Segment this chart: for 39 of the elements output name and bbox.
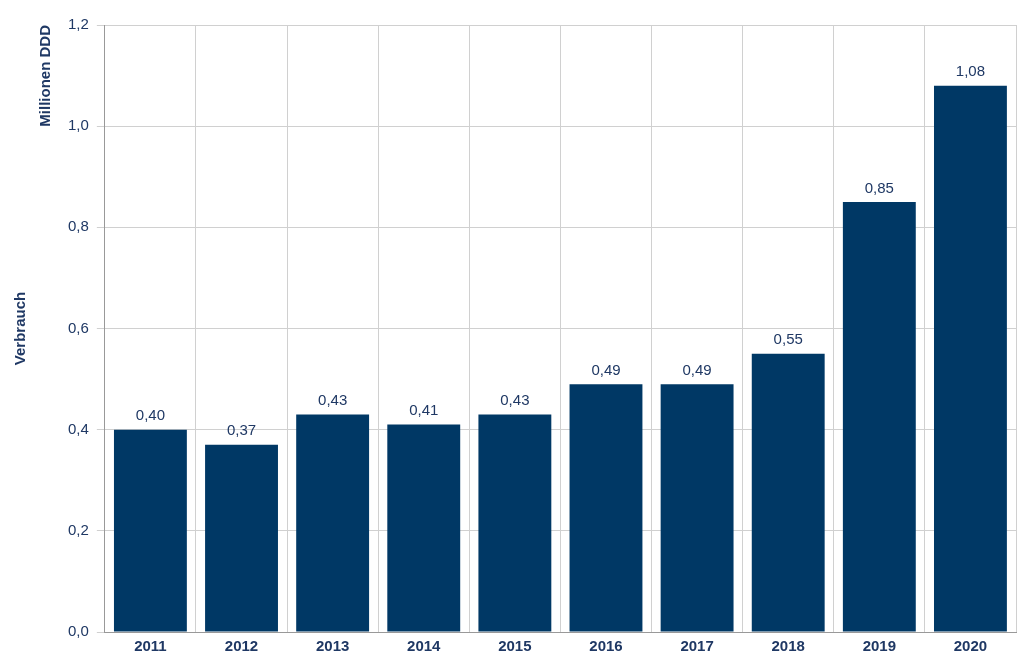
y-tick-label: 0,0: [67, 622, 89, 640]
x-tick-label: 2017: [680, 637, 714, 655]
x-tick-label: 2015: [498, 637, 532, 655]
x-tick-label: 2019: [862, 637, 897, 655]
x-tick-label: 2013: [315, 637, 350, 655]
data-label: 0,85: [864, 178, 894, 196]
bar: [205, 444, 278, 632]
text: Millionen DDD: [36, 24, 54, 127]
y-tick-label: 0,8: [67, 217, 89, 235]
bar: [660, 384, 734, 632]
y-tick-label: 0,4: [67, 419, 89, 437]
y-tick-label: 0,2: [67, 520, 89, 538]
x-tick-label: 2020: [953, 637, 988, 655]
x-tick-label: 2011: [134, 637, 167, 655]
data-label: 0,43: [318, 391, 348, 409]
bar: [387, 424, 461, 632]
x-tick-label: 2012: [224, 637, 259, 655]
bar: [113, 429, 187, 632]
data-label: 0,43: [500, 391, 530, 409]
data-label: 0,49: [591, 360, 621, 378]
bar: [751, 353, 825, 632]
bar: [569, 384, 643, 632]
y-tick-label: 1,0: [67, 116, 89, 134]
y-axis-title: Verbrauch: [11, 291, 29, 366]
bar: [296, 414, 370, 632]
data-label: 0,41: [409, 401, 439, 419]
data-label: 0,37: [226, 421, 257, 439]
y-tick-label: 1,2: [67, 15, 89, 33]
y-tick-label: 0,6: [67, 318, 89, 336]
data-label: 0,49: [682, 360, 712, 378]
data-label: 1,08: [955, 62, 986, 80]
x-tick-label: 2018: [771, 637, 805, 655]
bar: [842, 202, 916, 632]
bar: [934, 85, 1007, 632]
x-tick-label: 2014: [407, 637, 442, 655]
bar: [478, 414, 552, 632]
x-tick-label: 2016: [589, 637, 623, 655]
data-label: 0,40: [135, 406, 166, 424]
data-label: 0,55: [773, 330, 803, 348]
